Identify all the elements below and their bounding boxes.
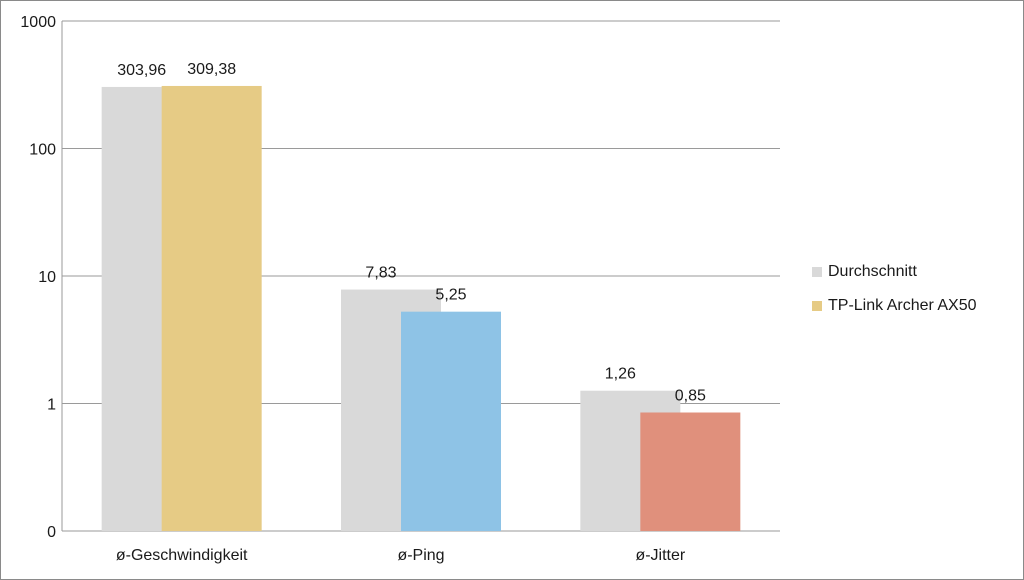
x-tick-label: ø-Geschwindigkeit — [116, 547, 248, 564]
legend-label: TP-Link Archer AX50 — [828, 297, 977, 314]
y-tick-label: 100 — [29, 142, 56, 159]
data-label: 1,26 — [605, 366, 636, 383]
data-label: 0,85 — [675, 387, 706, 404]
y-tick-label: 1000 — [20, 14, 56, 31]
legend-swatch — [812, 301, 822, 311]
data-label: 5,25 — [435, 287, 466, 304]
x-tick-label: ø-Ping — [397, 547, 444, 564]
data-label: 303,96 — [117, 62, 166, 79]
y-tick-label: 0 — [47, 524, 56, 541]
x-axis-tick-labels: ø-Geschwindigkeit ø-Ping ø-Jitter — [116, 547, 686, 564]
data-label: 309,38 — [187, 61, 236, 78]
bar — [401, 311, 501, 531]
bar — [161, 85, 262, 531]
legend-item: TP-Link Archer AX50 — [812, 297, 977, 315]
bars — [101, 85, 741, 531]
data-labels: 303,96 309,38 7,83 5,25 1,26 0,85 — [117, 61, 706, 405]
legend-swatch — [812, 267, 822, 277]
data-label: 7,83 — [365, 265, 396, 282]
bar — [640, 412, 741, 531]
y-axis-tick-labels: 0 1 10 100 1000 — [20, 14, 56, 541]
x-tick-label: ø-Jitter — [635, 547, 685, 564]
y-tick-label: 1 — [47, 397, 56, 414]
legend-label: Durchschnitt — [828, 263, 917, 280]
y-tick-label: 10 — [38, 269, 56, 286]
legend-item: Durchschnitt — [812, 263, 917, 281]
